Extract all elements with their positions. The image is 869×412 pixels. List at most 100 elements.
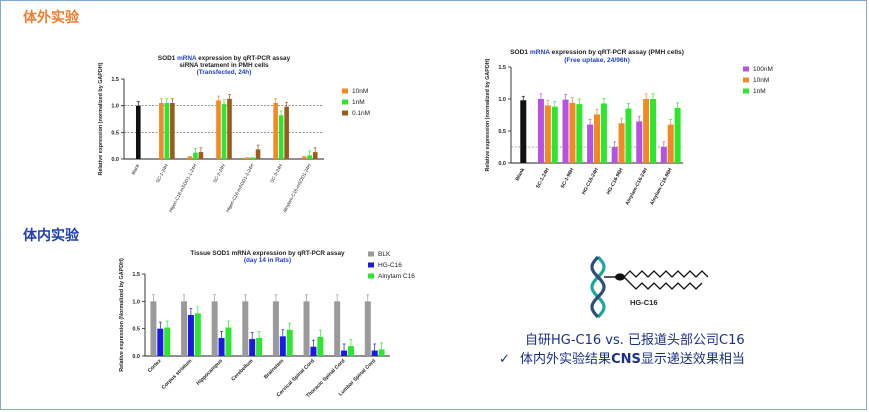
bar-blk bbox=[272, 301, 279, 356]
bar-alnylam-c16 bbox=[286, 329, 293, 356]
y-tick-label: 0.5 bbox=[111, 130, 119, 136]
x-tick-label: SC-2-24H bbox=[212, 163, 226, 183]
bar-100nm bbox=[587, 124, 594, 163]
check-icon: ✓ bbox=[499, 352, 510, 367]
y-tick-label: 0.0 bbox=[498, 161, 506, 167]
legend-label: BLK bbox=[378, 251, 391, 258]
bar-alnylam-c16 bbox=[194, 313, 201, 356]
legend-label: 10nM bbox=[352, 88, 368, 95]
y-axis-label: Relative expression (normalized by GAPDH… bbox=[485, 58, 491, 171]
chart-title: Tissue SOD1 mRNA expression by qRT-PCR a… bbox=[190, 250, 345, 257]
chart-title-part: expression by qRT-PCR assay (PMH cells) bbox=[550, 49, 684, 56]
bar-alnylam-c16 bbox=[378, 349, 385, 356]
x-tick-label: Blank bbox=[131, 163, 141, 176]
x-tick-label: Blank bbox=[515, 167, 527, 182]
y-tick-label: 0.5 bbox=[132, 327, 140, 333]
legend-label: 1nM bbox=[753, 88, 766, 95]
x-tick-label: SC-1-96H bbox=[560, 167, 576, 190]
bar-blk bbox=[211, 301, 218, 356]
claim-line-1: 自研HG-C16 vs. 已报道头部公司C16 bbox=[525, 333, 745, 348]
legend-label: 0.1nM bbox=[352, 110, 370, 117]
bar-1nm bbox=[674, 107, 681, 163]
chart-title-part: expression by qRT-PCR assay bbox=[196, 55, 290, 62]
chart-transfection: SOD1 mRNA expression by qRT-PCR assaysiR… bbox=[98, 55, 370, 213]
chart-subtitle: (day 14 in Rats) bbox=[244, 257, 291, 264]
bar-10nm bbox=[643, 99, 650, 163]
chart-tissue: Tissue SOD1 mRNA expression by qRT-PCR a… bbox=[119, 250, 415, 399]
bar-1nm bbox=[576, 104, 583, 163]
x-tick-label: HG-C16-24H bbox=[581, 167, 600, 196]
bar-10nm bbox=[569, 102, 576, 163]
y-tick-label: 1.0 bbox=[498, 97, 506, 103]
y-tick-label: 1.5 bbox=[111, 77, 119, 83]
bar-hg-c16 bbox=[341, 350, 348, 356]
y-tick-label: 1.0 bbox=[132, 299, 140, 305]
x-tick-label: HG-C16-96H bbox=[606, 167, 625, 196]
bar-0-1nm bbox=[284, 106, 289, 159]
bar-1nm bbox=[193, 152, 198, 159]
bar-hg-c16 bbox=[249, 339, 256, 356]
bar-100nm bbox=[660, 147, 667, 163]
bar-blk bbox=[364, 301, 371, 356]
bar-100nm bbox=[562, 99, 569, 163]
x-tick-label: Alnylam-C16-96H bbox=[649, 167, 674, 206]
bar-alnylam-c16 bbox=[164, 327, 171, 356]
x-tick-label: Brainstem bbox=[263, 358, 285, 380]
legend-label: Alnylam C16 bbox=[378, 273, 415, 280]
x-tick-label: Corpus striatum bbox=[161, 358, 194, 391]
bar-alnylam-c16 bbox=[317, 336, 324, 356]
bar-10nm bbox=[187, 156, 193, 159]
y-tick-label: 1.5 bbox=[498, 65, 506, 71]
legend-swatch bbox=[342, 110, 348, 116]
bar-1nm bbox=[625, 108, 632, 163]
bar-10nm bbox=[301, 156, 307, 159]
molecule-diagram: HG-C16 bbox=[590, 255, 709, 319]
bar-alnylam-c16 bbox=[256, 337, 263, 356]
bar-1nm bbox=[600, 103, 607, 163]
x-tick-label: SC-1-24H bbox=[155, 163, 169, 183]
y-axis-label: Relative expression (normalized by GAPDH… bbox=[98, 62, 104, 175]
bar-1nm bbox=[650, 99, 657, 163]
bar-10nm bbox=[618, 123, 625, 163]
bar-10nm bbox=[594, 114, 600, 163]
bar-10nm bbox=[667, 124, 674, 163]
legend-label: 100nM bbox=[753, 66, 773, 73]
claim-line-2: ✓ 体内外实验结果CNS显示递送效果相当 bbox=[499, 348, 745, 367]
legend-label: HG-C16 bbox=[378, 262, 402, 269]
y-tick-label: 0.5 bbox=[498, 129, 506, 135]
legend-swatch bbox=[342, 88, 348, 94]
chart-title-part: mRNA bbox=[177, 55, 197, 62]
y-tick-label: 1.0 bbox=[111, 104, 119, 110]
legend-label: 10nM bbox=[753, 77, 769, 84]
bar-10nm bbox=[216, 100, 221, 159]
bar-1nm bbox=[307, 155, 313, 159]
bar-blk bbox=[303, 301, 310, 356]
legend-swatch bbox=[743, 77, 749, 83]
section-title-in-vitro: 体外实验 bbox=[23, 10, 79, 26]
bar-0-1nm bbox=[170, 103, 175, 159]
chart-subtitle-2: (Transfected, 24h) bbox=[197, 69, 252, 76]
bar-blk bbox=[150, 301, 157, 356]
claim-line-2-pre: 体内外实验结果 bbox=[520, 352, 612, 367]
bar-10nm bbox=[273, 103, 278, 159]
x-tick-label: Cerebellum bbox=[230, 358, 254, 382]
claim-line-2-post: 显示递送效果相当 bbox=[640, 352, 745, 367]
bar-100nm bbox=[611, 147, 618, 163]
bar-alnylam-c16 bbox=[225, 327, 232, 356]
bar-0-1nm bbox=[198, 152, 204, 159]
bar-hg-c16 bbox=[371, 350, 378, 356]
bar-1nm bbox=[250, 157, 255, 159]
legend-swatch bbox=[368, 273, 374, 279]
chart-title: SOD1 mRNA expression by qRT-PCR assay (P… bbox=[510, 49, 684, 56]
bar-alnylam-c16 bbox=[347, 346, 354, 356]
bar-1nm bbox=[278, 115, 284, 159]
bar-blk bbox=[334, 301, 341, 356]
bar-0-1nm bbox=[227, 98, 232, 159]
chart-subtitle: siRNA tretament in PMH cells bbox=[179, 62, 269, 69]
legend-swatch bbox=[368, 251, 374, 257]
y-tick-label: 0.0 bbox=[132, 354, 140, 360]
bar-hg-c16 bbox=[187, 315, 194, 356]
bar-100nm bbox=[636, 121, 643, 163]
bar-blank bbox=[135, 105, 141, 159]
